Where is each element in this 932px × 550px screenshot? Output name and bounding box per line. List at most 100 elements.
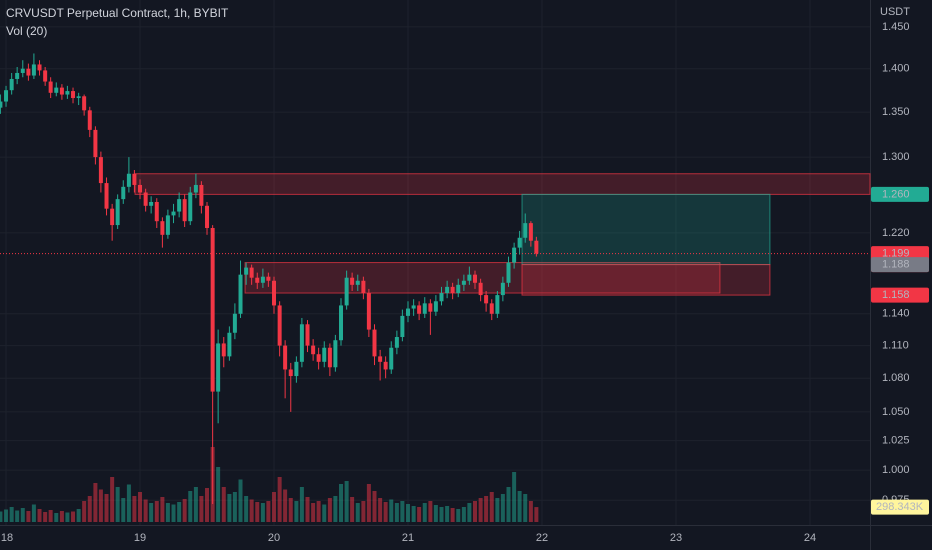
candle-body bbox=[484, 295, 489, 304]
candle-body bbox=[193, 184, 198, 193]
volume-bar bbox=[339, 484, 344, 522]
volume-bar bbox=[188, 491, 193, 522]
candle-body bbox=[467, 274, 472, 281]
volume-bar bbox=[221, 487, 226, 522]
candle-body bbox=[327, 347, 332, 368]
candle-body bbox=[534, 240, 539, 254]
candle-body bbox=[238, 274, 243, 314]
x-tick-label: 22 bbox=[536, 532, 548, 544]
candle-body bbox=[4, 90, 9, 102]
candle-body bbox=[456, 284, 461, 294]
candle-body bbox=[277, 305, 282, 346]
candle-body bbox=[478, 282, 483, 296]
candle-body bbox=[506, 262, 511, 283]
zone bbox=[521, 193, 771, 266]
volume-bar bbox=[238, 479, 243, 522]
volume-bar bbox=[472, 501, 477, 522]
candle-body bbox=[48, 81, 53, 93]
candle-body bbox=[110, 208, 115, 226]
volume-bar bbox=[428, 501, 433, 522]
candle-body bbox=[272, 280, 277, 306]
volume-bar bbox=[294, 501, 299, 522]
volume-bar bbox=[110, 477, 115, 522]
candle-body bbox=[316, 354, 321, 362]
candle-body bbox=[199, 184, 204, 206]
candle-body bbox=[210, 227, 215, 392]
candle-body bbox=[0, 101, 3, 108]
y-axis-label: USDT bbox=[880, 6, 910, 18]
volume-bar bbox=[333, 496, 338, 522]
candle-body bbox=[143, 192, 148, 206]
volume-bar bbox=[15, 510, 20, 522]
volume-bar bbox=[132, 496, 137, 522]
volume-bar bbox=[205, 488, 210, 522]
volume-bar bbox=[54, 513, 59, 522]
volume-bar bbox=[277, 477, 282, 522]
volume-bar bbox=[506, 487, 511, 522]
candle-body bbox=[26, 68, 31, 76]
price-marker bbox=[871, 257, 929, 273]
volume-bar bbox=[143, 499, 148, 522]
volume-bar bbox=[182, 499, 187, 522]
candle-body bbox=[461, 280, 466, 285]
volume-bar bbox=[115, 487, 120, 522]
volume-bar bbox=[439, 507, 444, 522]
price-marker-label: 1.158 bbox=[882, 289, 910, 301]
volume-bar bbox=[344, 481, 349, 522]
candle-body bbox=[311, 345, 316, 355]
volume-bar bbox=[433, 505, 438, 522]
volume-bar bbox=[283, 489, 288, 522]
price-marker bbox=[871, 287, 929, 303]
candle-body bbox=[260, 276, 265, 283]
price-marker-label: 1.260 bbox=[882, 188, 910, 200]
candle-body bbox=[76, 96, 81, 99]
volume-bar bbox=[9, 507, 14, 522]
volume-bar bbox=[411, 506, 416, 522]
volume-bar bbox=[82, 501, 87, 522]
candle-body bbox=[149, 201, 154, 206]
candle-body bbox=[472, 274, 477, 283]
candle-body bbox=[333, 340, 338, 368]
candle-body bbox=[305, 324, 310, 346]
volume-bar bbox=[266, 501, 271, 522]
candle-body bbox=[417, 305, 422, 314]
candle-body bbox=[138, 184, 143, 193]
candle-body bbox=[378, 356, 383, 362]
candle-body bbox=[221, 343, 226, 357]
candle-body bbox=[132, 173, 137, 185]
candle-body bbox=[249, 267, 254, 278]
candle-body bbox=[517, 237, 522, 248]
candle-body bbox=[126, 173, 131, 187]
candle-body bbox=[294, 361, 299, 377]
candles bbox=[0, 53, 539, 504]
volume-bar bbox=[121, 498, 126, 522]
candle-body bbox=[523, 223, 528, 238]
candle-body bbox=[82, 96, 87, 111]
candle-body bbox=[227, 332, 232, 357]
candle-body bbox=[433, 301, 438, 312]
grid bbox=[0, 0, 870, 525]
candle-body bbox=[71, 91, 76, 99]
volume-bar bbox=[0, 511, 3, 522]
volume-bar bbox=[255, 502, 260, 522]
volume-bar bbox=[456, 509, 461, 522]
price-marker-label: 1.188 bbox=[882, 258, 910, 270]
volume-bar bbox=[305, 497, 310, 522]
volume-bar bbox=[260, 503, 265, 522]
volume-bar bbox=[350, 497, 355, 522]
candle-body bbox=[20, 68, 25, 73]
volume-bar bbox=[193, 487, 198, 522]
volume-bar bbox=[450, 508, 455, 522]
candle-body bbox=[59, 87, 64, 95]
x-tick-label: 19 bbox=[134, 532, 146, 544]
candle-body bbox=[87, 110, 92, 130]
candle-body bbox=[366, 293, 371, 330]
volume-bar bbox=[93, 483, 98, 522]
candle-body bbox=[394, 337, 399, 348]
candle-body bbox=[232, 313, 237, 333]
candle-body bbox=[299, 324, 304, 362]
candle-body bbox=[93, 129, 98, 158]
volume-bar bbox=[422, 503, 427, 522]
